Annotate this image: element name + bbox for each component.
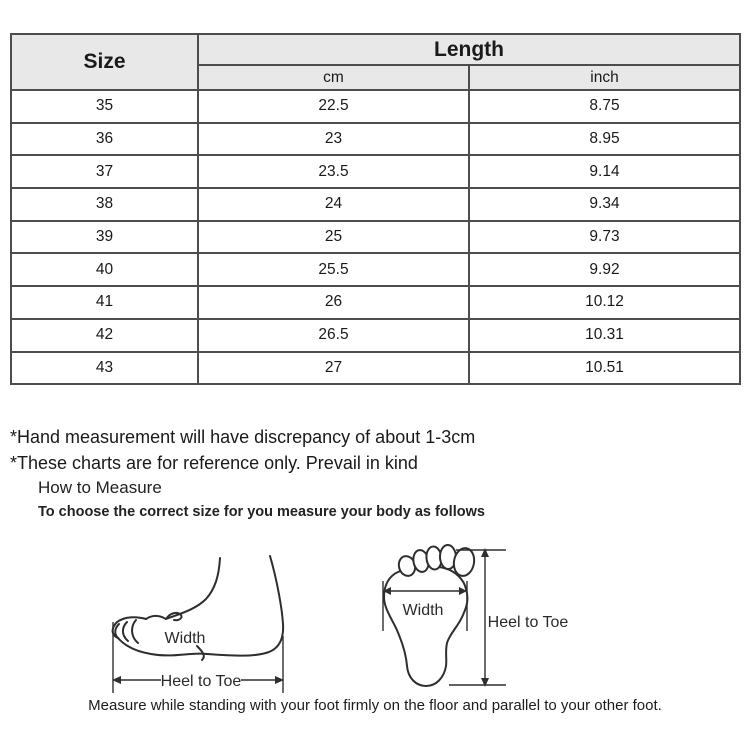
big-toe-icon	[452, 547, 476, 577]
foot-side-toe-lines	[114, 619, 139, 644]
cm-cell: 26	[197, 285, 470, 320]
side-view-heel-to-toe-label: Heel to Toe	[161, 673, 242, 690]
cm-cell: 27	[197, 350, 470, 386]
length-column-header: Length	[196, 33, 742, 66]
foot-side-outline-back	[206, 555, 285, 657]
inch-cell: 10.12	[467, 285, 742, 320]
foot-side-instep-line	[165, 611, 183, 622]
disclaimer-line-1: *Hand measurement will have discrepancy …	[10, 427, 476, 447]
cm-cell: 24	[197, 187, 470, 222]
side-view-width-label: Width	[165, 630, 206, 647]
size-cell: 40	[10, 252, 199, 288]
cm-unit-header: cm	[197, 64, 470, 91]
how-to-measure-subtitle: To choose the correct size for you measu…	[38, 504, 485, 520]
how-to-measure-title: How to Measure	[38, 478, 162, 497]
inch-cell: 9.14	[467, 154, 742, 190]
size-cell: 38	[10, 187, 199, 222]
width-arrowhead-left-icon	[383, 587, 391, 595]
size-cell: 37	[10, 154, 199, 190]
size-chart-table: Size Length cm inch 35 22.5 8.75 36 23 8…	[10, 33, 742, 386]
width-leader-line	[196, 645, 205, 661]
table-row: 41 26 10.12	[10, 285, 742, 320]
cm-cell: 26.5	[197, 317, 470, 353]
arrowhead-left-icon	[112, 676, 121, 684]
inch-cell: 9.92	[467, 252, 742, 288]
inch-cell: 10.31	[467, 317, 742, 353]
table-row: 42 26.5 10.31	[10, 317, 742, 353]
table-row: 35 22.5 8.75	[10, 89, 742, 124]
header-row-main: Size Length	[10, 33, 742, 91]
measuring-instruction-caption: Measure while standing with your foot fi…	[88, 697, 662, 714]
cm-cell: 22.5	[197, 89, 470, 124]
top-view-heel-to-toe-label: Heel to Toe	[488, 614, 569, 631]
cm-cell: 25.5	[197, 252, 470, 288]
disclaimer-notes: *Hand measurement will have discrepancy …	[10, 424, 475, 476]
width-arrowhead-right-icon	[459, 587, 467, 595]
inch-cell: 10.51	[467, 350, 742, 386]
length-arrowhead-top-icon	[481, 548, 489, 557]
length-arrowhead-bottom-icon	[481, 678, 489, 687]
inch-cell: 9.73	[467, 219, 742, 255]
size-cell: 39	[10, 219, 199, 255]
table-row: 36 23 8.95	[10, 121, 742, 157]
foot-side-outline-front	[111, 557, 221, 657]
disclaimer-line-2: *These charts are for reference only. Pr…	[10, 453, 418, 473]
inch-cell: 8.75	[467, 89, 742, 124]
table-row: 38 24 9.34	[10, 187, 742, 222]
cm-cell: 25	[197, 219, 470, 255]
size-column-header: Size	[10, 33, 199, 91]
size-cell: 35	[10, 89, 199, 124]
arrowhead-right-icon	[275, 676, 284, 684]
table-row: 43 27 10.51	[10, 350, 742, 386]
footprint-outline	[383, 565, 469, 687]
cm-cell: 23.5	[197, 154, 470, 190]
cm-cell: 23	[197, 121, 470, 157]
table-row: 39 25 9.73	[10, 219, 742, 255]
size-cell: 41	[10, 285, 199, 320]
foot-side-view-diagram: Width Heel to Toe	[111, 555, 285, 693]
inch-cell: 8.95	[467, 121, 742, 157]
size-cell: 43	[10, 350, 199, 386]
table-row: 40 25.5 9.92	[10, 252, 742, 288]
inch-cell: 9.34	[467, 187, 742, 222]
header-row-units: cm inch	[11, 64, 742, 91]
size-cell: 42	[10, 317, 199, 353]
size-cell: 36	[10, 121, 199, 157]
table-row: 37 23.5 9.14	[10, 154, 742, 190]
top-view-width-label: Width	[403, 602, 444, 619]
foot-top-view-diagram: Width Heel to Toe	[382, 544, 569, 687]
inch-unit-header: inch	[467, 64, 742, 91]
